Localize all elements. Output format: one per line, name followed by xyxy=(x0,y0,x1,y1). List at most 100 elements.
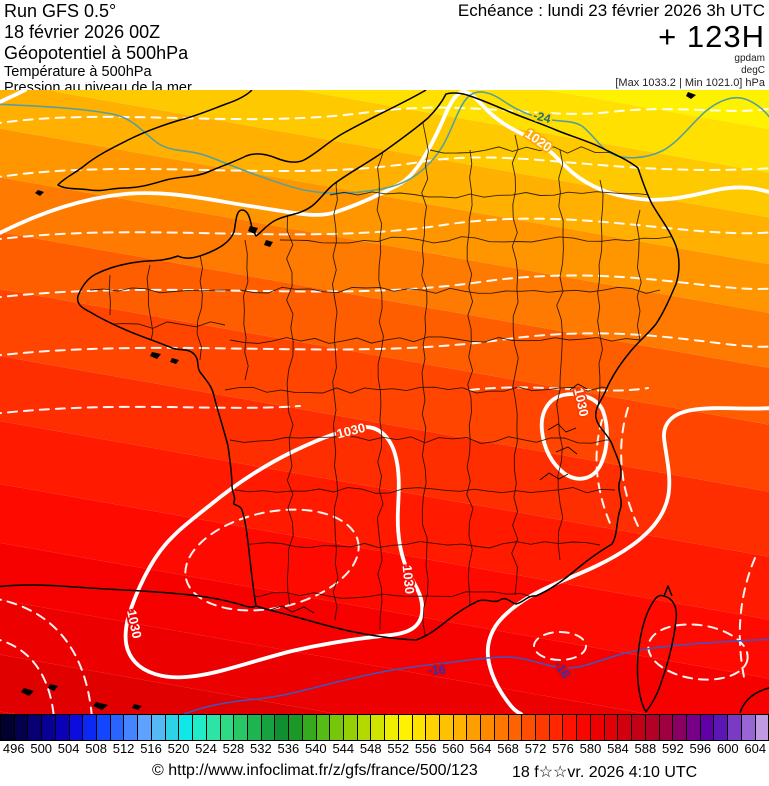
color-scale-cell xyxy=(713,714,729,741)
color-scale-cell xyxy=(301,714,317,741)
color-scale-cell xyxy=(205,714,221,741)
color-scale-cell xyxy=(260,714,276,741)
contour-label: 1030 xyxy=(400,564,418,594)
color-scale-cell xyxy=(329,714,344,741)
header: Run GFS 0.5° 18 février 2026 00Z Géopote… xyxy=(0,0,769,96)
color-scale-cell xyxy=(68,714,84,741)
weather-map: 1020 -24 1030 1030 1030 1030 -16 -16 xyxy=(0,90,769,714)
run-date: 18 février 2026 00Z xyxy=(4,22,161,42)
color-scale-cell xyxy=(699,714,715,741)
color-scale-cell xyxy=(644,714,660,741)
color-scale-cell xyxy=(192,714,207,741)
color-scale-label: 564 xyxy=(469,741,492,756)
spain-coast xyxy=(0,584,257,608)
color-scale-cell xyxy=(411,714,427,741)
color-scale-cell xyxy=(13,714,29,741)
color-scale-cell xyxy=(397,714,413,741)
color-scale-label: 536 xyxy=(277,741,300,756)
color-scale-label: 560 xyxy=(442,741,465,756)
islands xyxy=(21,92,696,710)
color-scale-label: 544 xyxy=(332,741,355,756)
footer: © http://www.infoclimat.fr/z/gfs/france/… xyxy=(0,757,769,786)
color-scale-cell xyxy=(178,714,194,741)
color-scale-label: 500 xyxy=(30,741,53,756)
color-scale-cell xyxy=(480,714,495,741)
color-scale-cell xyxy=(274,714,290,741)
isotherm-minus24-line xyxy=(0,91,769,194)
isotherm-minus16-line xyxy=(183,638,769,714)
color-scale-label: 496 xyxy=(2,741,25,756)
color-scale-cell xyxy=(96,714,111,741)
sardinia-coast xyxy=(739,687,769,714)
color-scale-cell xyxy=(727,714,742,741)
color-scale-label: 524 xyxy=(195,741,217,756)
color-scale-cell xyxy=(219,714,235,741)
unit-degc: degC xyxy=(741,65,765,76)
color-scale-label: 512 xyxy=(112,741,135,756)
color-scale-cell xyxy=(576,714,591,741)
color-scale-cell xyxy=(82,714,98,741)
color-scale-cell xyxy=(617,714,633,741)
color-scale-label: 556 xyxy=(414,741,437,756)
color-scale-cell xyxy=(384,714,399,741)
forecast-hour: + 123H xyxy=(658,19,765,54)
color-scale-label: 592 xyxy=(662,741,684,756)
color-scale-cell xyxy=(439,714,454,741)
generation-timestamp: 18 f☆☆vr. 2026 4:10 UTC xyxy=(512,764,698,781)
color-scale-cell xyxy=(740,714,756,741)
model-run: Run GFS 0.5° xyxy=(4,1,117,21)
isobar-1020 xyxy=(0,90,769,236)
england-coast xyxy=(57,90,427,192)
isobar-dashed-lines xyxy=(0,106,769,714)
color-scale-cell xyxy=(41,714,56,741)
color-scale-cell xyxy=(754,714,769,741)
color-scale-cell xyxy=(288,714,303,741)
parameter-temperature: Température à 500hPa xyxy=(4,64,152,80)
color-scale-cell xyxy=(425,714,440,741)
color-scale-label: 552 xyxy=(387,741,410,756)
color-scale-labels: 496 500 504 508 512 516 520 524 528 532 536 540 544 5… xyxy=(0,741,769,757)
color-scale-label: 576 xyxy=(552,741,574,756)
color-scale-label: 604 xyxy=(744,741,767,756)
geopotential-color-bands xyxy=(0,90,769,714)
coastlines xyxy=(0,90,769,714)
color-scale-label: 504 xyxy=(57,741,80,756)
color-scale-cell xyxy=(27,714,43,741)
color-scale-cell xyxy=(233,714,248,741)
color-scale-label: 572 xyxy=(524,741,547,756)
color-scale-cell xyxy=(452,714,468,741)
color-scale-cell xyxy=(164,714,180,741)
validity-info: Echéance : lundi 23 février 2026 3h UTC … xyxy=(458,1,765,90)
color-scale-cell xyxy=(109,714,125,741)
color-scale-cell xyxy=(672,714,687,741)
color-scale-label: 584 xyxy=(607,741,629,756)
isobar-1030-southwest-loop xyxy=(123,425,425,680)
color-scale-cell xyxy=(631,714,646,741)
color-scale-cell xyxy=(562,714,578,741)
color-scale-cell xyxy=(123,714,139,741)
color-scale-cell xyxy=(356,714,372,741)
color-scale-cell xyxy=(603,714,619,741)
color-scale-cell xyxy=(246,714,262,741)
color-scale-label: 596 xyxy=(689,741,712,756)
pressure-minmax: [Max 1033.2 | Min 1021.0] hPa xyxy=(615,77,765,89)
color-scale-label: 528 xyxy=(222,741,245,756)
terrain-detail-lines xyxy=(269,383,588,614)
color-scale-cell xyxy=(507,714,523,741)
color-scale-label: 548 xyxy=(359,741,382,756)
isobar-1030-east-branch xyxy=(485,406,769,714)
color-scale-cell xyxy=(0,714,15,741)
color-scale-cell xyxy=(466,714,482,741)
color-scale-cell xyxy=(658,714,674,741)
unit-gpdam: gpdam xyxy=(734,53,765,64)
isobar-1030-alps-loop xyxy=(539,392,609,481)
corsica-coast xyxy=(636,585,678,713)
color-scale-cell xyxy=(685,714,701,741)
isobar-solid-lines xyxy=(0,90,769,714)
color-scale-cell xyxy=(548,714,564,741)
copyright-url: © http://www.infoclimat.fr/z/gfs/france/… xyxy=(152,762,478,779)
color-scale-cell xyxy=(54,714,70,741)
validity-datetime: Echéance : lundi 23 février 2026 3h UTC xyxy=(457,1,765,20)
